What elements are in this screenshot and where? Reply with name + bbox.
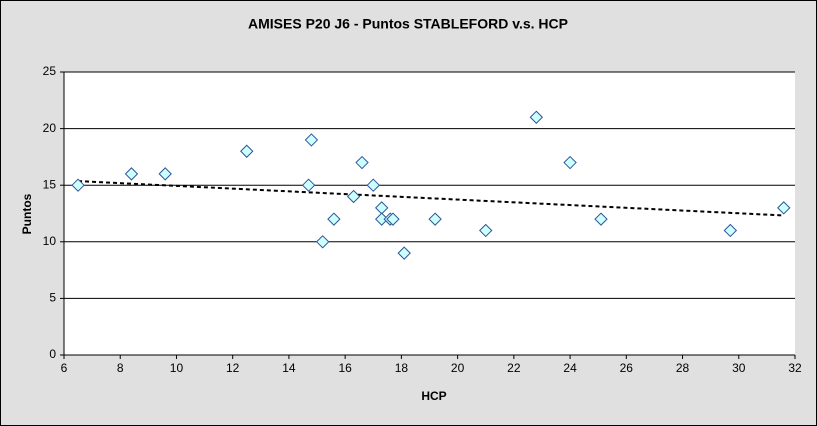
marker xyxy=(366,178,380,192)
y-tick-label: 10 xyxy=(43,234,57,248)
marker xyxy=(723,223,738,238)
x-tick-label: 20 xyxy=(451,361,465,375)
marker xyxy=(301,178,316,192)
x-tick-label: 22 xyxy=(507,361,521,375)
x-tick-label: 12 xyxy=(226,361,240,375)
marker xyxy=(315,235,330,249)
x-tick-label: 28 xyxy=(676,361,690,375)
x-tick-label: 16 xyxy=(338,361,352,375)
marker xyxy=(124,167,139,181)
x-tick-label: 30 xyxy=(732,361,746,375)
marker xyxy=(158,167,172,181)
y-tick-label: 15 xyxy=(43,177,57,191)
x-tick-label: 18 xyxy=(395,361,409,375)
marker xyxy=(355,155,369,170)
x-tick-label: 8 xyxy=(117,361,124,375)
trendline xyxy=(78,180,784,217)
x-tick-label: 14 xyxy=(282,361,296,375)
marker xyxy=(240,144,254,158)
x-tick-label: 10 xyxy=(170,361,184,375)
marker xyxy=(563,155,577,170)
marker xyxy=(304,133,319,147)
y-tick-label: 0 xyxy=(49,347,56,361)
y-tick-label: 25 xyxy=(43,64,57,78)
x-tick-label: 32 xyxy=(788,361,802,375)
marker xyxy=(529,110,544,124)
plot-area xyxy=(64,72,795,355)
marker xyxy=(594,212,608,226)
marker xyxy=(327,212,341,226)
y-tick-label: 20 xyxy=(43,121,57,135)
y-axis-title: Puntos xyxy=(20,193,34,234)
chart-title: AMISES P20 J6 - Puntos STABLEFORD v.s. H… xyxy=(248,16,568,32)
marker xyxy=(71,178,85,192)
marker xyxy=(386,212,400,226)
marker xyxy=(346,189,361,204)
marker xyxy=(397,246,411,260)
x-tick-label: 24 xyxy=(563,361,577,375)
marker xyxy=(777,201,791,215)
x-tick-label: 6 xyxy=(61,361,68,375)
marker xyxy=(479,223,493,238)
x-axis-title: HCP xyxy=(421,389,446,403)
marker xyxy=(428,212,442,226)
y-tick-label: 5 xyxy=(49,291,56,305)
x-tick-label: 26 xyxy=(620,361,634,375)
